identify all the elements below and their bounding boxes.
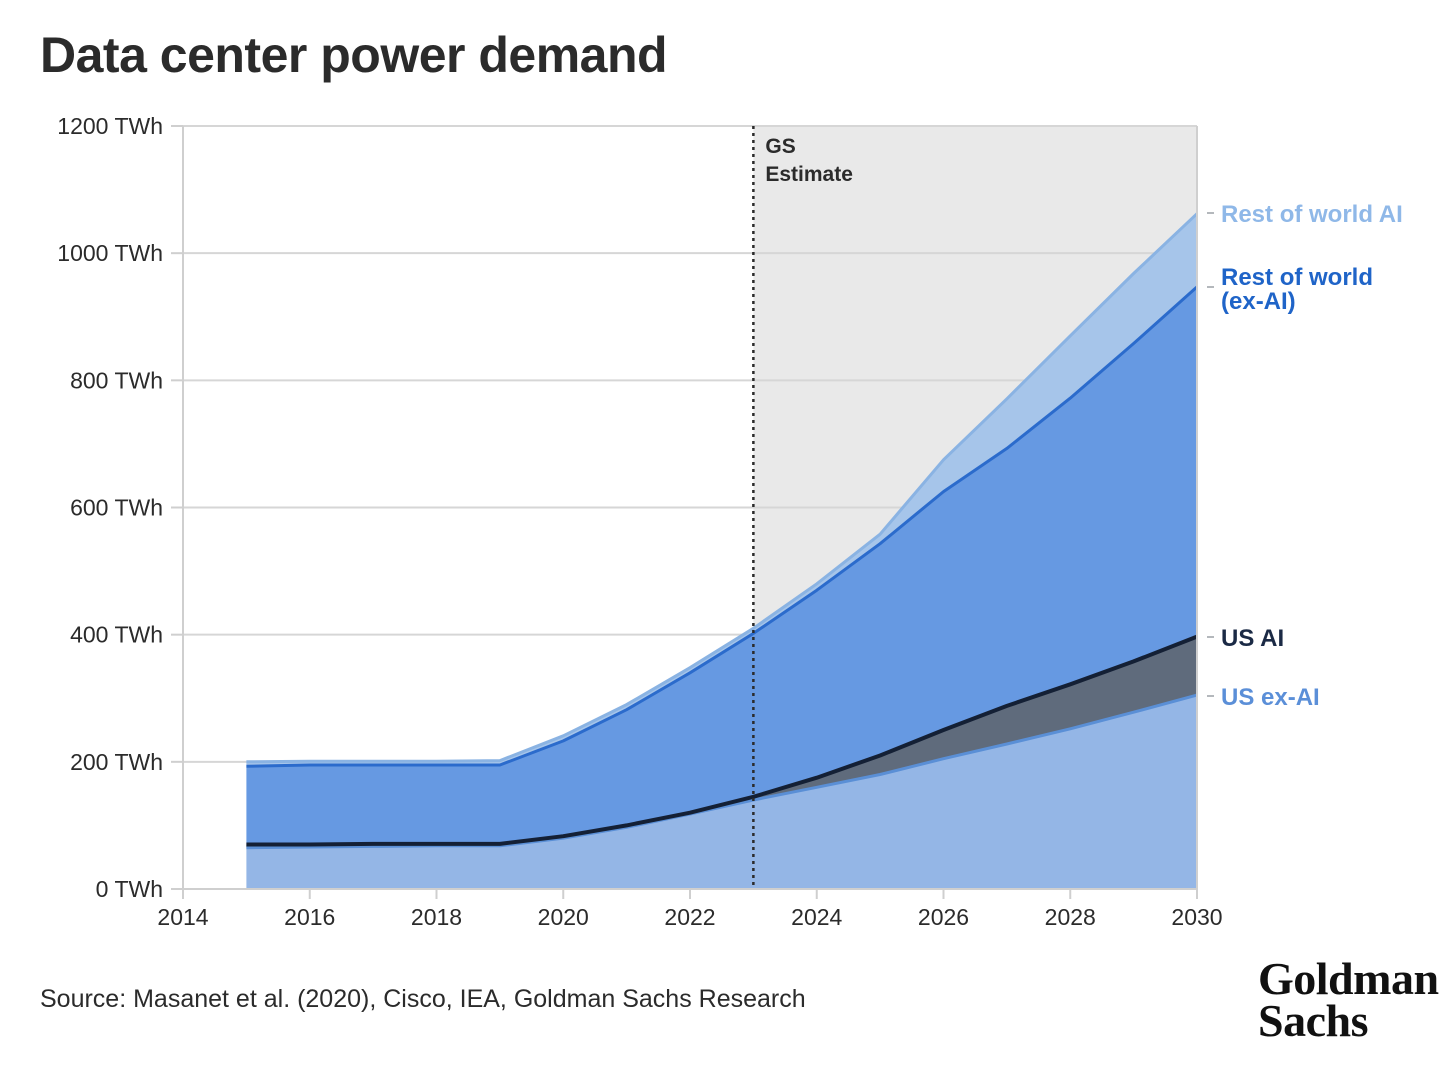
line-rest-of-world-ai (246, 212, 1199, 764)
x-tick-label: 2016 (284, 904, 335, 930)
x-tick-label: 2018 (411, 904, 462, 930)
y-axis-tick-labels: 0 TWh 200 TWh 400 TWh 600 TWh 800 TWh 1000 TW… (57, 113, 163, 902)
line-rest-of-world-ex-ai- (246, 285, 1198, 768)
x-tick-label: 2030 (1171, 904, 1222, 930)
line-us-ex-ai (246, 693, 1198, 850)
y-tick-label: 1200 TWh (57, 113, 163, 139)
x-tick-label: 2022 (664, 904, 715, 930)
y-tick-label: 0 TWh (96, 876, 163, 902)
y-tick-label: 200 TWh (70, 749, 163, 775)
area-us-ex-ai (246, 695, 1197, 889)
y-tick-label: 800 TWh (70, 367, 163, 393)
logo-line-1: Goldman (1258, 953, 1439, 1004)
source-note: Source: Masanet et al. (2020), Cisco, IE… (40, 985, 806, 1013)
x-tick-label: 2024 (791, 904, 842, 930)
y-tick-label: 600 TWh (70, 495, 163, 521)
chart-title: Data center power demand (40, 27, 668, 83)
estimate-label-line2: Estimate (765, 163, 853, 186)
series-label: (ex-AI) (1221, 288, 1296, 315)
x-tick-label: 2026 (918, 904, 969, 930)
axes (182, 126, 1198, 899)
y-tick-label: 1000 TWh (57, 240, 163, 266)
x-axis-tick-labels: 2014 2016 2018 2020 2022 2024 2026 2028 2030 (157, 904, 1222, 930)
y-tick-label: 400 TWh (70, 622, 163, 648)
x-tick-label: 2028 (1045, 904, 1096, 930)
goldman-sachs-logo: Goldman Sachs (1258, 953, 1439, 1046)
series-label: US ex-AI (1221, 684, 1320, 711)
series-labels: US ex-AI US AI Rest of world(ex-AI) Rest of… (1207, 201, 1403, 711)
series-label: Rest of world AI (1221, 201, 1403, 228)
line-us-ai (246, 634, 1198, 847)
area-rest-of-world-ex-ai- (246, 286, 1197, 845)
x-tick-label: 2014 (157, 904, 208, 930)
estimate-label-line1: GS (765, 135, 795, 158)
x-tick-label: 2020 (538, 904, 589, 930)
series-label: US AI (1221, 625, 1284, 652)
series-label: Rest of world (1221, 264, 1373, 291)
logo-line-2: Sachs (1258, 995, 1368, 1046)
series-lines (246, 212, 1199, 850)
